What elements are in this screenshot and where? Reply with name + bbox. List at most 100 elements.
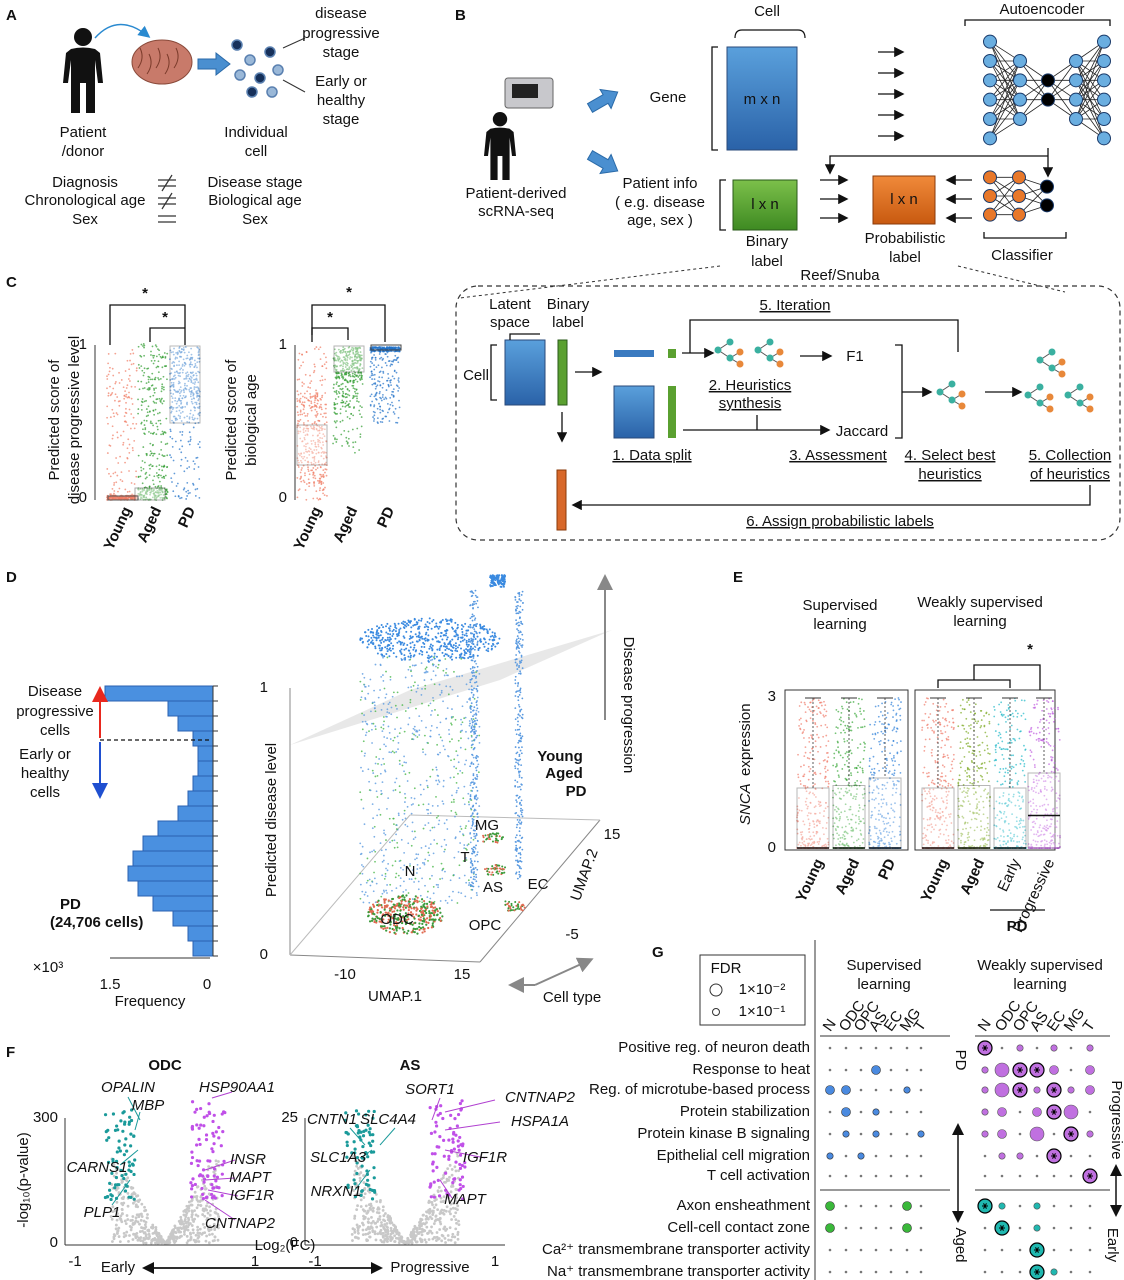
point [487, 867, 490, 870]
point [183, 361, 186, 364]
point [451, 658, 454, 661]
point [388, 931, 391, 934]
point [149, 395, 152, 398]
point [137, 475, 140, 478]
point [472, 709, 475, 712]
point [106, 468, 109, 470]
point [413, 617, 416, 620]
point [370, 919, 374, 922]
point [381, 409, 384, 412]
node [1064, 391, 1072, 399]
person-icon [484, 112, 516, 180]
point [190, 353, 193, 356]
point [114, 352, 117, 355]
point [425, 911, 428, 915]
point [415, 621, 418, 624]
point [485, 628, 488, 631]
point [189, 412, 192, 415]
iteration-loop [689, 319, 959, 353]
point [118, 382, 121, 384]
point [116, 474, 119, 477]
point [157, 476, 160, 479]
point [426, 905, 429, 908]
bracket [983, 232, 1067, 239]
point [317, 348, 320, 351]
point [389, 396, 392, 399]
point [491, 840, 494, 843]
point [410, 686, 413, 688]
point [432, 852, 435, 855]
point [344, 372, 346, 375]
point [424, 668, 427, 670]
point [369, 631, 372, 634]
point [192, 414, 195, 417]
point [316, 467, 319, 469]
point [460, 628, 463, 631]
point [324, 407, 327, 410]
point [475, 876, 478, 878]
point [439, 911, 442, 914]
reef-snuba-box [455, 285, 1121, 541]
point [441, 800, 444, 803]
point [143, 346, 145, 349]
point [522, 601, 524, 604]
point [133, 483, 136, 485]
point [397, 812, 400, 815]
point [143, 400, 146, 403]
point [381, 638, 384, 641]
point [518, 774, 521, 777]
point [393, 736, 396, 739]
point [407, 892, 410, 894]
point [441, 618, 444, 621]
point [407, 624, 410, 627]
point [152, 362, 155, 365]
point [389, 625, 392, 628]
point [139, 475, 142, 478]
point [177, 495, 180, 498]
point [454, 718, 457, 721]
point [324, 486, 326, 489]
point [381, 359, 384, 361]
point [386, 711, 389, 714]
point [419, 783, 422, 786]
point [115, 481, 118, 484]
point [179, 497, 181, 500]
point [411, 738, 414, 741]
point [298, 352, 301, 355]
point [389, 647, 392, 650]
body [484, 127, 516, 180]
point [451, 626, 454, 629]
point [469, 626, 472, 629]
point [175, 485, 178, 487]
point [459, 842, 462, 844]
point [407, 655, 410, 658]
point [337, 390, 340, 393]
point [413, 797, 416, 800]
point [338, 377, 341, 380]
point [124, 488, 127, 491]
point [419, 894, 422, 897]
point [472, 756, 475, 759]
point [455, 750, 458, 753]
point [373, 689, 375, 692]
point [183, 416, 186, 419]
point [180, 403, 182, 405]
point [310, 409, 313, 412]
point [412, 727, 415, 730]
point [515, 664, 518, 667]
brain-fold [155, 47, 161, 69]
point [448, 740, 451, 743]
point [469, 590, 472, 593]
histogram-bar [187, 925, 214, 942]
point [475, 704, 478, 706]
point [186, 481, 189, 484]
point [310, 400, 313, 403]
point [436, 648, 439, 651]
point [444, 899, 447, 902]
point [424, 639, 427, 642]
point [474, 589, 477, 592]
point [445, 671, 447, 674]
point [166, 454, 169, 457]
point [382, 640, 385, 643]
point [373, 704, 376, 707]
